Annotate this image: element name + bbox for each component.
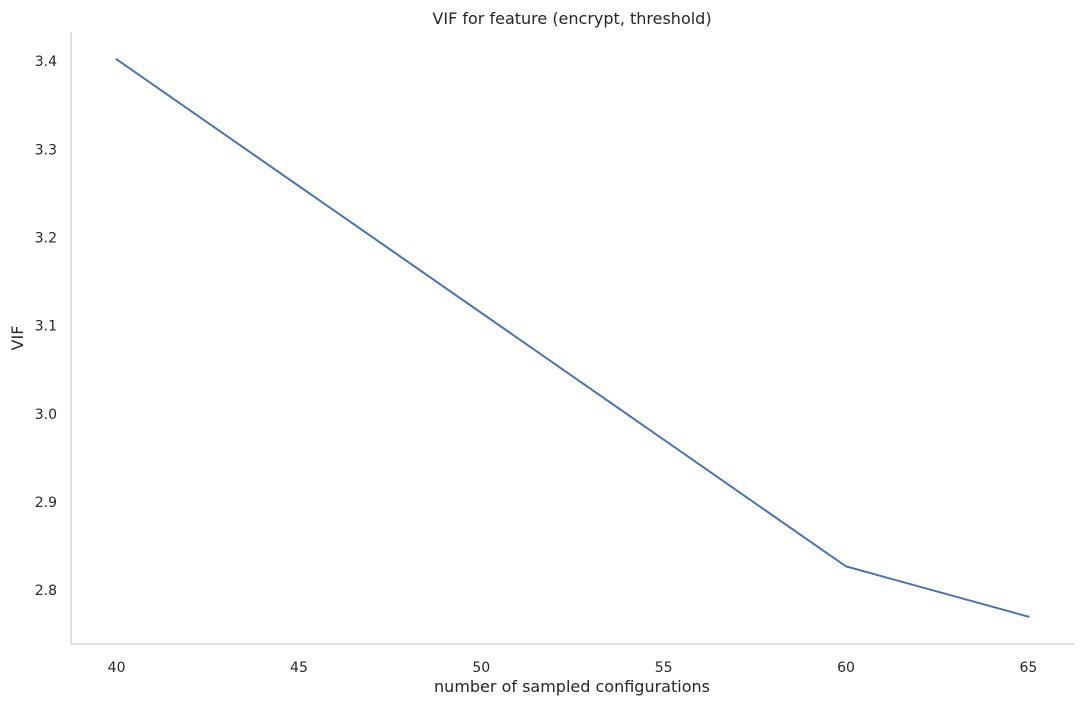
vif-data-point	[115, 58, 118, 61]
vif-data-point	[845, 565, 848, 568]
y-axis-label: VIF	[8, 326, 27, 351]
x-tick-label: 60	[837, 660, 855, 676]
y-tick-label: 3.2	[35, 230, 57, 246]
x-tick-label: 40	[108, 660, 126, 676]
chart-title: VIF for feature (encrypt, threshold)	[432, 9, 711, 28]
x-tick-labels: 40 45 50 55 60 65	[108, 660, 1038, 676]
y-tick-labels: 2.8 2.9 3.0 3.1 3.2 3.3 3.4	[35, 54, 57, 599]
x-tick-label: 65	[1019, 660, 1037, 676]
series-group	[115, 58, 1030, 618]
vif-data-point	[1027, 615, 1030, 618]
x-axis-label: number of sampled configurations	[434, 677, 710, 696]
x-tick-label: 50	[472, 660, 490, 676]
x-tick-label: 45	[290, 660, 308, 676]
y-tick-label: 3.0	[35, 407, 57, 423]
y-tick-label: 3.1	[35, 319, 57, 335]
x-tick-label: 55	[655, 660, 673, 676]
y-tick-label: 3.3	[35, 142, 57, 158]
y-tick-label: 2.8	[35, 583, 57, 599]
y-tick-label: 3.4	[35, 54, 57, 70]
y-tick-label: 2.9	[35, 495, 57, 511]
plot-area: 40 45 50 55 60 65 2.8 2.9 3.0 3.1 3.2 3.3 3.4	[35, 32, 1074, 676]
